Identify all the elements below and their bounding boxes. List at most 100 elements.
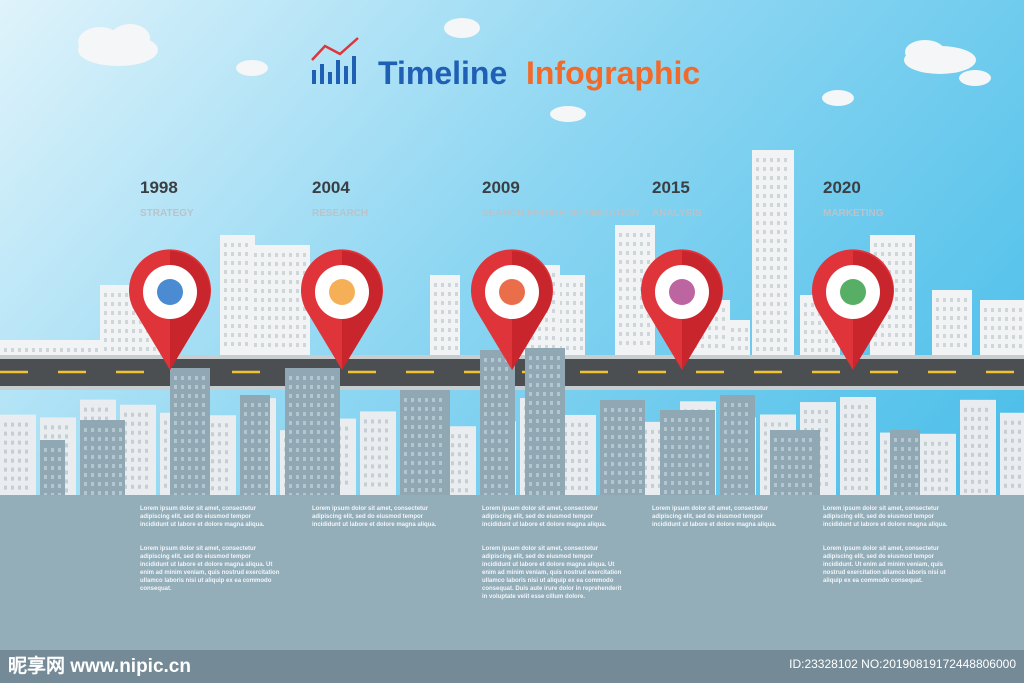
window: [671, 436, 674, 440]
window: [296, 262, 299, 266]
window: [578, 422, 581, 427]
window: [580, 319, 583, 323]
window: [777, 257, 780, 261]
window: [251, 403, 254, 407]
window: [811, 312, 814, 316]
window: [84, 407, 87, 412]
window: [851, 459, 854, 464]
window: [119, 437, 122, 441]
window: [640, 314, 643, 318]
window: [566, 301, 569, 305]
window: [132, 329, 135, 333]
window: [936, 316, 939, 320]
window: [895, 279, 898, 283]
window: [731, 403, 734, 407]
window: [498, 394, 501, 398]
window: [571, 476, 574, 481]
window: [498, 457, 501, 461]
window: [310, 475, 313, 479]
window: [625, 471, 628, 475]
window: [331, 403, 334, 407]
window: [104, 347, 107, 351]
window: [378, 455, 381, 460]
window: [985, 479, 988, 484]
window: [619, 278, 622, 282]
window: [915, 474, 918, 478]
window: [625, 480, 628, 484]
window: [818, 348, 821, 352]
window: [640, 233, 643, 237]
window: [91, 437, 94, 441]
window: [731, 337, 734, 341]
window: [254, 316, 257, 320]
window: [317, 412, 320, 416]
window: [124, 412, 127, 417]
window: [245, 279, 248, 283]
window: [145, 475, 148, 480]
window: [441, 346, 444, 350]
window: [844, 468, 847, 473]
window: [978, 479, 981, 484]
window: [619, 323, 622, 327]
window: [564, 467, 567, 472]
window: [11, 440, 14, 445]
window: [164, 429, 167, 434]
window: [851, 423, 854, 428]
window: [211, 432, 214, 437]
window: [145, 421, 148, 426]
window: [181, 403, 184, 407]
window: [722, 344, 725, 348]
window: [692, 481, 695, 485]
window: [950, 343, 953, 347]
window: [254, 343, 257, 347]
window: [46, 348, 49, 352]
window: [585, 458, 588, 463]
window: [724, 484, 727, 488]
window: [832, 339, 835, 343]
window: [888, 324, 891, 328]
window: [770, 293, 773, 297]
window: [331, 376, 334, 380]
window: [289, 376, 292, 380]
window: [51, 457, 54, 461]
window: [231, 279, 234, 283]
window: [202, 475, 205, 479]
window: [385, 437, 388, 442]
window: [924, 441, 927, 446]
window: [557, 374, 560, 378]
window: [188, 403, 191, 407]
window: [451, 452, 454, 457]
window: [238, 279, 241, 283]
window: [98, 491, 101, 495]
window: [371, 464, 374, 469]
window: [364, 446, 367, 451]
window: [763, 203, 766, 207]
window: [678, 418, 681, 422]
window: [950, 307, 953, 311]
window: [632, 480, 635, 484]
window: [124, 484, 127, 489]
window: [902, 288, 905, 292]
body-text: Lorem ipsum dolor sit amet, consectetur …: [823, 506, 948, 528]
window: [282, 325, 285, 329]
window: [580, 328, 583, 332]
window: [224, 306, 227, 310]
window: [371, 437, 374, 442]
window: [310, 484, 313, 488]
window: [552, 345, 555, 349]
window: [111, 311, 114, 315]
window: [770, 194, 773, 198]
window: [118, 311, 121, 315]
window: [124, 439, 127, 444]
window: [578, 431, 581, 436]
window: [764, 449, 767, 454]
window: [84, 416, 87, 421]
window: [625, 417, 628, 421]
body-text: Lorem ipsum dolor sit amet, consectetur …: [140, 546, 280, 592]
window: [699, 445, 702, 449]
window: [282, 271, 285, 275]
window: [317, 421, 320, 425]
window: [131, 430, 134, 435]
window: [625, 435, 628, 439]
window: [585, 431, 588, 436]
